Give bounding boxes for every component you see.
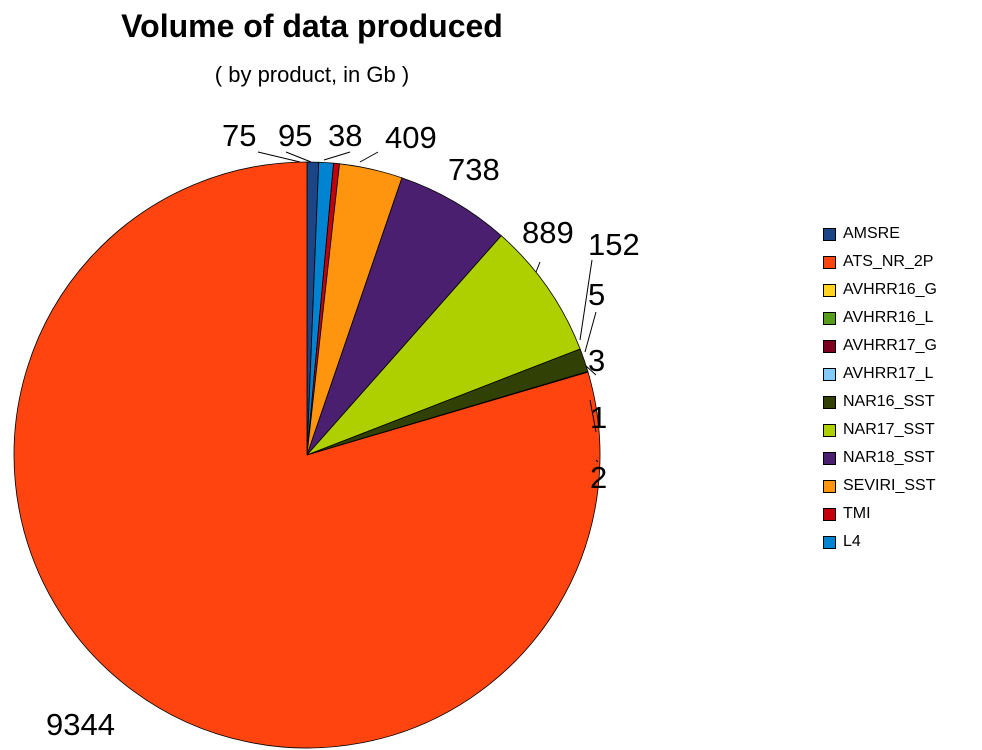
leader-line xyxy=(257,151,301,163)
legend-label: AMSRE xyxy=(843,225,900,242)
slice-nar17-sst xyxy=(306,235,581,456)
legend-item: ATS_NR_2P xyxy=(823,248,937,276)
data-label: 9344 xyxy=(46,707,115,742)
legend-label: ATS_NR_2P xyxy=(843,253,934,270)
pie-slices xyxy=(13,161,601,749)
data-label: 75 xyxy=(222,118,256,153)
data-label: 1 xyxy=(590,400,607,435)
data-label: 152 xyxy=(588,227,640,262)
legend-label: NAR16_SST xyxy=(843,393,935,410)
legend-swatch xyxy=(823,507,836,521)
legend-label: TMI xyxy=(843,505,871,522)
legend-swatch xyxy=(823,535,836,549)
data-label: 2 xyxy=(590,460,607,495)
legend-item: AMSRE xyxy=(823,220,937,248)
leader-line xyxy=(584,311,597,353)
legend-label: SEVIRI_SST xyxy=(843,477,936,494)
legend-swatch xyxy=(823,423,836,437)
legend-item: SEVIRI_SST xyxy=(823,472,937,500)
slice-ats-nr-2p xyxy=(13,161,601,749)
leader-line xyxy=(535,261,541,273)
legend-swatch xyxy=(823,311,836,325)
data-labels: 75 95 38 409 738 889 152 5 3 1 2 9344 xyxy=(46,118,640,742)
legend: AMSRE ATS_NR_2P AVHRR16_G AVHRR16_L AVHRR17_… xyxy=(823,220,937,556)
data-label: 3 xyxy=(588,343,605,378)
data-label: 889 xyxy=(522,215,574,250)
data-label: 5 xyxy=(588,277,605,312)
leader-line xyxy=(595,459,599,463)
leader-line xyxy=(323,151,351,161)
legend-label: NAR17_SST xyxy=(843,421,935,438)
leader-line xyxy=(285,151,312,163)
legend-label: NAR18_SST xyxy=(843,449,935,466)
legend-item: TMI xyxy=(823,500,937,528)
leader-lines xyxy=(257,151,599,463)
data-label: 409 xyxy=(385,120,437,155)
slice-nar18-sst xyxy=(306,177,502,456)
legend-swatch xyxy=(823,255,836,269)
leader-line xyxy=(579,259,593,341)
legend-swatch xyxy=(823,339,836,353)
data-label: 95 xyxy=(278,118,312,153)
leader-line xyxy=(585,365,597,376)
legend-item: NAR17_SST xyxy=(823,416,937,444)
legend-label: AVHRR16_L xyxy=(843,309,934,326)
legend-item: AVHRR16_L xyxy=(823,304,937,332)
legend-item: NAR18_SST xyxy=(823,444,937,472)
legend-swatch xyxy=(823,227,836,241)
legend-swatch xyxy=(823,367,836,381)
legend-swatch xyxy=(823,451,836,465)
chart-title: Volume of data produced xyxy=(121,8,503,44)
legend-item: AVHRR16_G xyxy=(823,276,937,304)
legend-label: AVHRR16_G xyxy=(843,281,937,298)
leader-line xyxy=(589,399,597,433)
legend-item: AVHRR17_L xyxy=(823,360,937,388)
data-label: 738 xyxy=(448,152,500,187)
chart-subtitle: ( by product, in Gb ) xyxy=(214,62,410,87)
leader-line xyxy=(359,151,379,163)
legend-swatch xyxy=(823,479,836,493)
data-label: 38 xyxy=(328,118,362,153)
legend-item: L4 xyxy=(823,528,937,556)
legend-item: NAR16_SST xyxy=(823,388,937,416)
legend-label: AVHRR17_L xyxy=(843,365,934,382)
legend-item: AVHRR17_G xyxy=(823,332,937,360)
legend-swatch xyxy=(823,283,836,297)
legend-swatch xyxy=(823,395,836,409)
legend-label: L4 xyxy=(843,533,861,550)
legend-label: AVHRR17_G xyxy=(843,337,937,354)
